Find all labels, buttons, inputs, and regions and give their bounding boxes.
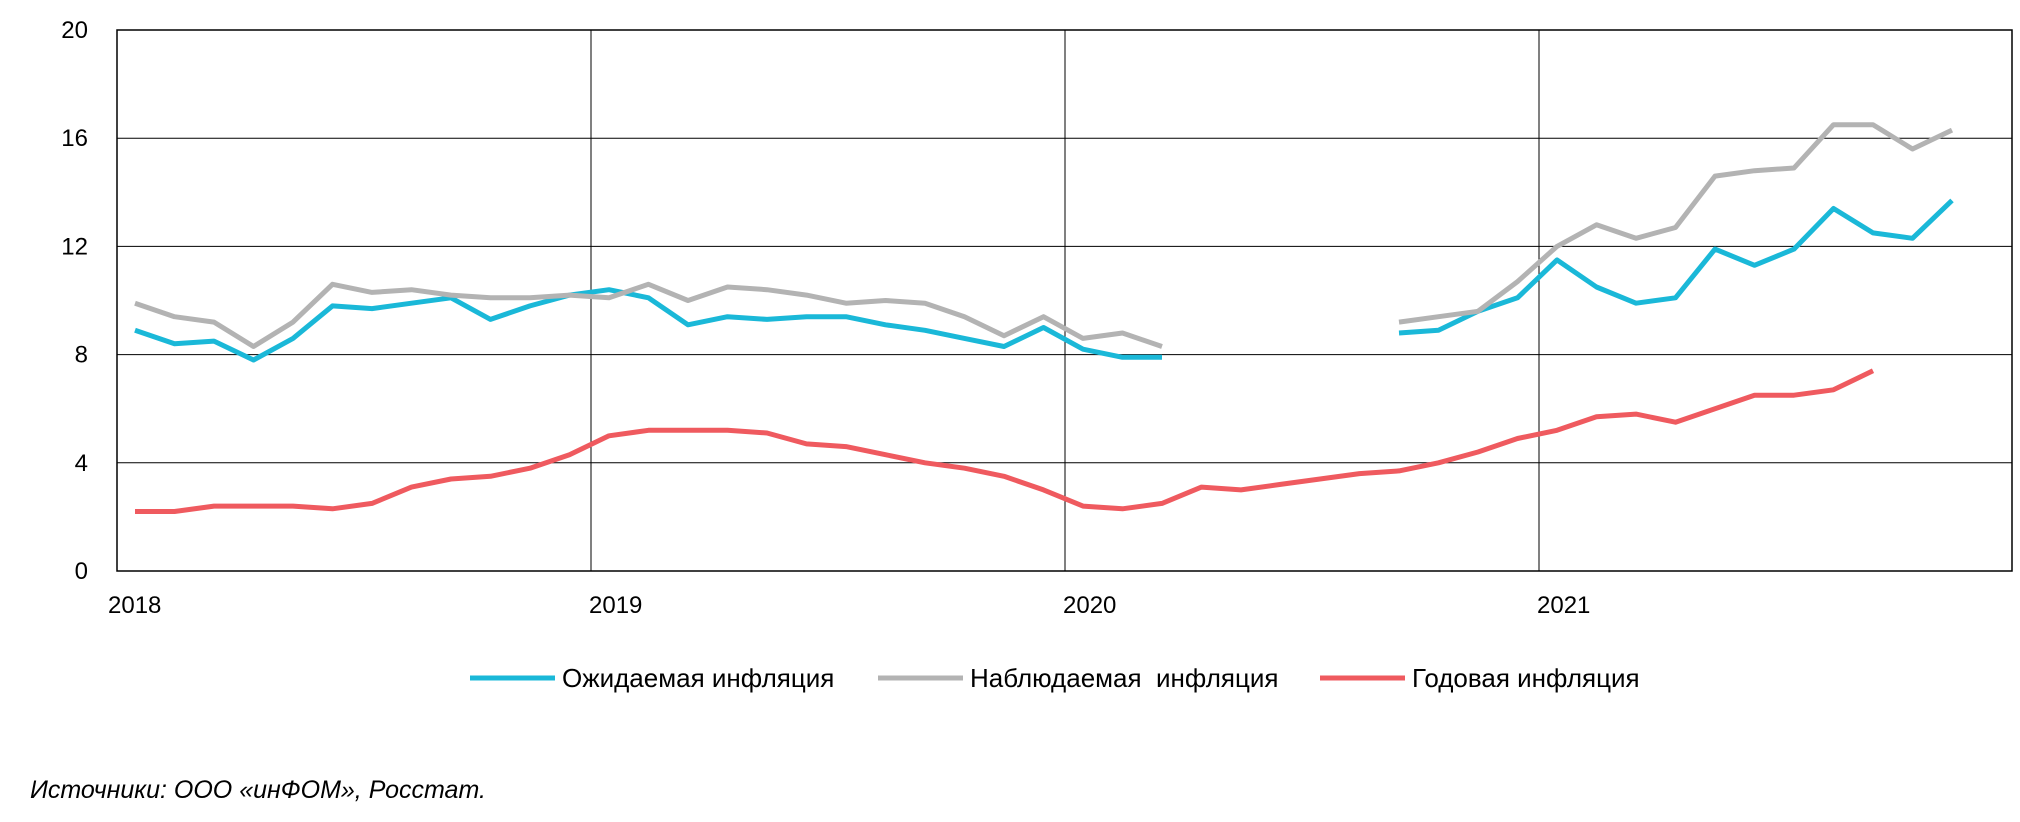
series-line-annual — [135, 368, 1875, 514]
plot-frame — [116, 29, 2013, 572]
grid-lines — [117, 30, 2012, 571]
series-line-observed — [134, 122, 1954, 349]
y-tick-label: 16 — [61, 125, 88, 152]
y-axis-ticks: 0 4 8 12 16 20 — [61, 17, 88, 585]
y-tick-label: 20 — [61, 17, 88, 44]
legend-label: Годовая инфляция — [1412, 663, 1640, 693]
series-line-expected — [134, 198, 1954, 363]
source-note: Источники: ООО «инФОМ», Росстат. — [30, 776, 486, 804]
x-tick-label: 2021 — [1537, 592, 1590, 619]
x-tick-label: 2018 — [108, 592, 161, 619]
y-tick-label: 0 — [75, 558, 88, 585]
legend: Ожидаемая инфляция Наблюдаемая инфляция Го… — [470, 663, 1640, 693]
x-axis-ticks: 2018 2019 2020 2021 — [108, 592, 1590, 619]
y-tick-label: 8 — [75, 342, 88, 369]
legend-label: Ожидаемая инфляция — [562, 663, 834, 693]
y-tick-label: 12 — [61, 233, 88, 260]
series-lines — [134, 122, 1954, 514]
y-tick-label: 4 — [75, 450, 88, 477]
x-tick-label: 2020 — [1063, 592, 1116, 619]
legend-label: Наблюдаемая инфляция — [970, 663, 1278, 693]
x-tick-label: 2019 — [589, 592, 642, 619]
